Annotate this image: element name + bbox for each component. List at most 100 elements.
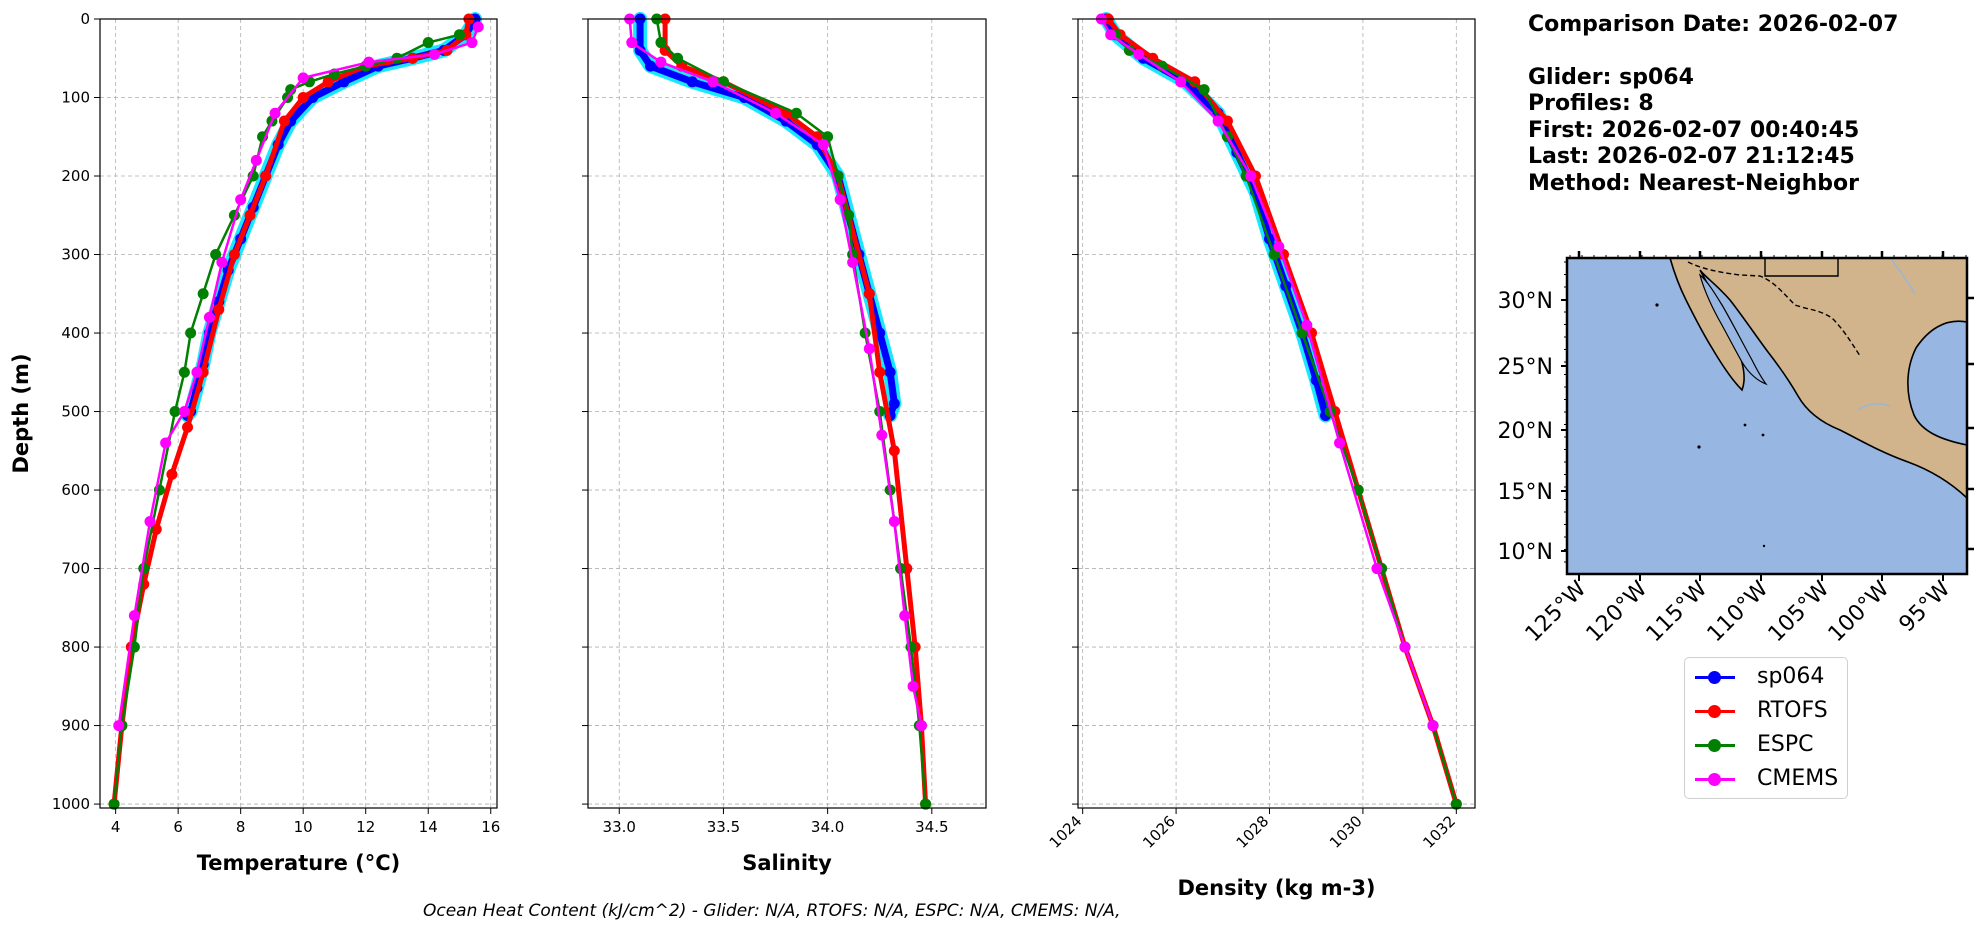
x-tick-label: 4 xyxy=(111,818,121,836)
data-point-cmems xyxy=(128,610,140,622)
data-point-espc xyxy=(790,107,802,119)
data-point-espc xyxy=(169,406,181,418)
map-gulf-of-california xyxy=(1698,273,1768,386)
data-point-cmems xyxy=(817,139,829,151)
data-point-cmems xyxy=(834,194,846,206)
data-point-espc xyxy=(655,37,667,49)
map-lon-label: 100°W xyxy=(1824,576,1895,647)
data-point-cmems xyxy=(178,406,190,418)
data-point-cmems xyxy=(216,256,228,268)
data-point-cmems xyxy=(888,515,900,527)
profile-panel-2: 33.0 33.5 34.0 34.5 Salinity xyxy=(582,12,987,875)
profile-panel-3: 1024 1026 1028 1030 1032 Density (kg m-3) xyxy=(1046,12,1476,900)
data-point-espc xyxy=(422,37,434,49)
data-point-cmems xyxy=(1175,76,1187,88)
x-tick-label: 1032 xyxy=(1419,812,1459,852)
data-point-cmems xyxy=(863,343,875,355)
x-tick-label: 10 xyxy=(294,818,313,836)
data-point-rtofs xyxy=(244,209,256,221)
map-land-mexico xyxy=(1668,257,1968,500)
series-line-sp064 xyxy=(1103,17,1329,417)
y-tick-label: 500 xyxy=(61,403,90,421)
profiles-count: Profiles: 8 xyxy=(1528,91,1654,116)
data-point-rtofs xyxy=(278,115,290,127)
data-point-espc xyxy=(672,52,684,64)
plot-frame xyxy=(587,18,987,809)
data-point-cmems xyxy=(1245,170,1257,182)
map-lat-label: 30°N xyxy=(1498,289,1553,314)
legend-item-espc: ESPC xyxy=(1685,730,1847,760)
map-lat-label: 15°N xyxy=(1498,480,1553,505)
data-point-cmems xyxy=(770,107,782,119)
map-island xyxy=(1697,445,1701,449)
data-point-rtofs xyxy=(874,366,886,378)
info-spacer xyxy=(1528,39,1898,65)
ocean-heat-content-footer: Ocean Heat Content (kJ/cm^2) - Glider: N… xyxy=(423,901,1121,921)
data-point-cmems xyxy=(269,107,281,119)
data-point-espc xyxy=(1198,84,1210,96)
data-point-rtofs xyxy=(260,170,272,182)
series-line-espc xyxy=(1114,33,1458,805)
y-tick-label: 700 xyxy=(61,560,90,578)
series-espc xyxy=(108,29,465,810)
y-tick-label: 200 xyxy=(61,167,90,185)
data-point-cmems xyxy=(907,680,919,692)
data-point-rtofs xyxy=(182,421,194,433)
plot-frame xyxy=(99,18,498,809)
data-point-sp064 xyxy=(686,76,698,88)
data-point-cmems xyxy=(1399,641,1411,653)
data-point-cmems xyxy=(1301,319,1313,331)
y-tick-label: 400 xyxy=(61,324,90,342)
map-island xyxy=(1743,423,1747,427)
legend-label: sp064 xyxy=(1757,664,1825,689)
map-lon-label: 105°W xyxy=(1764,576,1835,647)
series-espc xyxy=(1109,29,1462,810)
legend-label: CMEMS xyxy=(1757,766,1839,791)
series-line-espc xyxy=(655,18,927,805)
series-line-cmems xyxy=(628,18,923,726)
data-point-rtofs xyxy=(888,445,900,457)
y-tick-label: 600 xyxy=(61,481,90,499)
data-point-rtofs xyxy=(297,92,309,104)
x-tick-label: 12 xyxy=(356,818,375,836)
data-point-espc xyxy=(1450,798,1462,810)
data-point-rtofs xyxy=(150,523,162,535)
glider-name: Glider: sp064 xyxy=(1528,64,1694,90)
x-axis-label: Temperature (°C) xyxy=(197,851,400,875)
x-tick-label: 1024 xyxy=(1046,812,1086,852)
legend-marker xyxy=(1708,739,1721,752)
legend-marker xyxy=(1708,671,1721,684)
map-lat-label: 10°N xyxy=(1498,540,1553,565)
data-point-sp064 xyxy=(888,398,900,410)
data-point-rtofs xyxy=(863,288,875,300)
x-tick-label: 14 xyxy=(419,818,438,836)
y-tick-label: 900 xyxy=(61,717,90,735)
map-river xyxy=(1857,257,1916,411)
x-tick-label: 33.0 xyxy=(603,818,636,836)
x-tick-label: 1030 xyxy=(1326,812,1366,852)
map-island xyxy=(1762,544,1766,548)
map-lon-label: 120°W xyxy=(1582,576,1653,647)
series-rtofs xyxy=(108,13,475,810)
data-point-cmems xyxy=(876,429,888,441)
y-tick-label: 800 xyxy=(61,638,90,656)
glider-profile-spread xyxy=(1099,12,1333,423)
method: Method: Nearest-Neighbor xyxy=(1528,170,1859,196)
first-time: First: 2026-02-07 00:40:45 xyxy=(1528,117,1860,143)
data-point-espc xyxy=(842,209,854,221)
data-point-cmems xyxy=(1133,48,1145,60)
data-point-rtofs xyxy=(322,76,334,88)
series-cmems xyxy=(624,13,927,732)
series-cmems xyxy=(1095,13,1439,732)
series-espc xyxy=(651,13,932,810)
map-island xyxy=(1761,433,1765,437)
x-tick-label: 16 xyxy=(481,818,500,836)
data-point-cmems xyxy=(191,366,203,378)
map-lon-label: 95°W xyxy=(1895,576,1956,637)
x-axis-label: Salinity xyxy=(742,851,832,875)
y-tick-label: 1000 xyxy=(52,795,90,813)
last-time: Last: 2026-02-07 21:12:45 xyxy=(1528,144,1855,169)
legend-item-sp064: sp064 xyxy=(1685,662,1847,692)
data-point-espc xyxy=(832,170,844,182)
